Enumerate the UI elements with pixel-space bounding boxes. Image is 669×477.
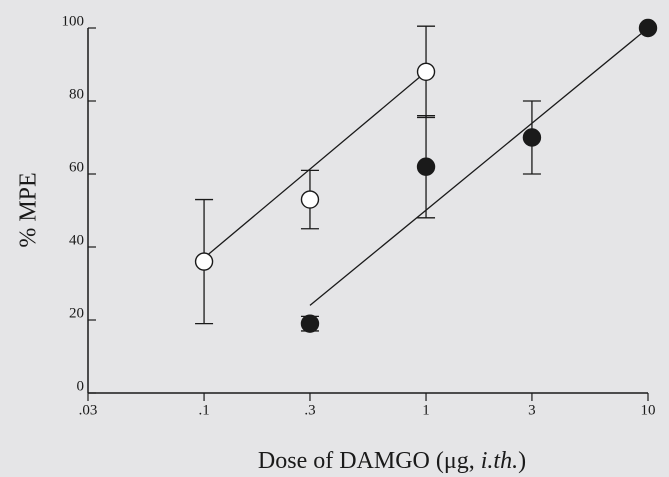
fit-line (203, 71, 427, 259)
point (416, 62, 436, 82)
x-tick-label: .1 (198, 402, 209, 418)
x-axis-title: Dose of DAMGO (μg, i.th.) (258, 448, 526, 474)
y-tick-label: 40 (69, 232, 84, 248)
point (416, 157, 436, 176)
point (522, 128, 542, 147)
point (300, 314, 320, 333)
point (300, 190, 320, 209)
y-tick-label: 60 (69, 159, 84, 175)
y-tick-label: 20 (69, 305, 84, 321)
point (638, 18, 658, 38)
x-title-part: Dose of DAMGO (μg, (258, 448, 481, 474)
point (194, 252, 214, 271)
y-tick-label: 80 (69, 86, 84, 102)
y-tick-label: 100 (62, 13, 85, 29)
x-tick-label: 1 (422, 402, 430, 418)
x-tick-label: .3 (304, 402, 315, 418)
x-tick-label: 3 (528, 402, 536, 418)
fit-line (309, 27, 649, 306)
y-axis-title: % MPE (16, 172, 42, 247)
x-tick-label: .03 (79, 402, 98, 418)
x-tick-label: 10 (641, 402, 656, 418)
y-tick-label: 0 (77, 378, 85, 394)
x-title-part: ) (518, 448, 526, 474)
x-title-part: i.th. (481, 448, 518, 474)
